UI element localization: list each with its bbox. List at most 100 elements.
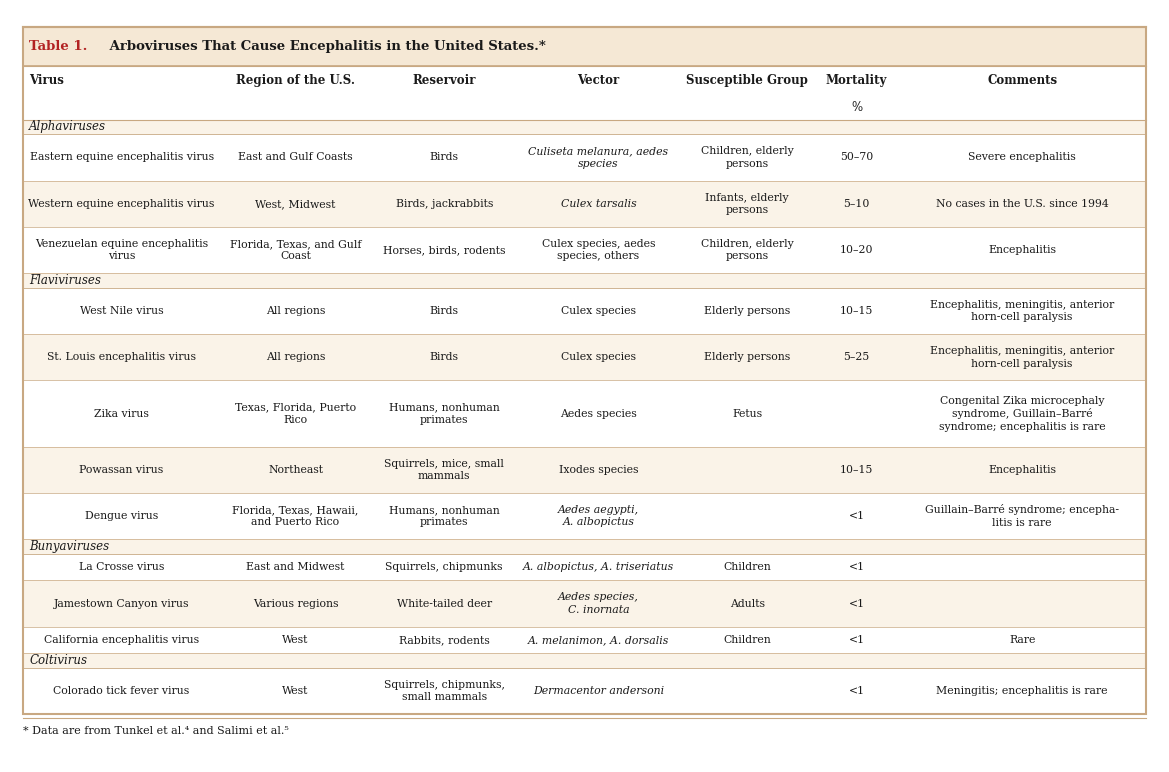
Bar (23, 540, 1146, 554)
Text: Encephalitis, meningitis, anterior
horn-cell paralysis: Encephalitis, meningitis, anterior horn-… (931, 300, 1114, 322)
Text: Squirrels, chipmunks,
small mammals: Squirrels, chipmunks, small mammals (383, 679, 505, 702)
Text: Powassan virus: Powassan virus (79, 465, 164, 475)
Text: Vector: Vector (577, 74, 620, 87)
Text: 10–15: 10–15 (841, 306, 873, 316)
Text: 5–25: 5–25 (844, 352, 870, 362)
Text: Elderly persons: Elderly persons (704, 306, 790, 316)
Bar (23, 493, 1146, 540)
Text: 10–20: 10–20 (839, 245, 873, 255)
Text: Encephalitis: Encephalitis (988, 245, 1056, 255)
Text: Culex tarsalis: Culex tarsalis (561, 198, 636, 208)
Bar (23, 447, 1146, 493)
Text: Culiseta melanura, aedes
species: Culiseta melanura, aedes species (528, 146, 669, 168)
Text: White-tailed deer: White-tailed deer (396, 598, 492, 608)
Bar (23, 381, 1146, 447)
Text: Alphaviruses: Alphaviruses (29, 120, 106, 134)
Text: Birds: Birds (430, 306, 458, 316)
Text: West Nile virus: West Nile virus (79, 306, 164, 316)
Text: Children: Children (724, 635, 772, 645)
Text: A. melanimon, A. dorsalis: A. melanimon, A. dorsalis (528, 635, 669, 645)
Bar (23, 554, 1146, 581)
Text: East and Midwest: East and Midwest (247, 562, 345, 572)
Text: Infants, elderly
persons: Infants, elderly persons (705, 192, 789, 215)
Text: Colorado tick fever virus: Colorado tick fever virus (54, 686, 189, 696)
Text: A. albopictus, A. triseriatus: A. albopictus, A. triseriatus (523, 562, 675, 572)
Text: Bunyaviruses: Bunyaviruses (29, 540, 110, 553)
Text: Humans, nonhuman
primates: Humans, nonhuman primates (389, 505, 499, 527)
Text: 5–10: 5–10 (844, 198, 870, 208)
Text: Severe encephalitis: Severe encephalitis (968, 152, 1075, 162)
Text: Rare: Rare (1009, 635, 1036, 645)
Bar (23, 27, 1146, 66)
Text: Birds: Birds (430, 152, 458, 162)
Text: Table 1.: Table 1. (29, 40, 88, 52)
Text: Fetus: Fetus (732, 408, 762, 418)
Bar (23, 27, 1146, 714)
Text: Aedes aegypti,
A. albopictus: Aedes aegypti, A. albopictus (558, 505, 639, 527)
Text: Various regions: Various regions (253, 598, 338, 608)
Text: Region of the U.S.: Region of the U.S. (236, 74, 355, 87)
Text: * Data are from Tunkel et al.⁴ and Salimi et al.⁵: * Data are from Tunkel et al.⁴ and Salim… (23, 726, 289, 736)
Text: <1: <1 (849, 635, 865, 645)
Text: Birds: Birds (430, 352, 458, 362)
Text: Elderly persons: Elderly persons (704, 352, 790, 362)
Text: California encephalitis virus: California encephalitis virus (44, 635, 199, 645)
Text: All regions: All regions (265, 352, 325, 362)
Text: <1: <1 (849, 562, 865, 572)
Text: Birds, jackrabbits: Birds, jackrabbits (395, 198, 493, 208)
Text: <1: <1 (849, 686, 865, 696)
Text: Culex species: Culex species (561, 352, 636, 362)
Text: Horses, birds, rodents: Horses, birds, rodents (383, 245, 505, 255)
Text: Squirrels, mice, small
mammals: Squirrels, mice, small mammals (385, 459, 504, 481)
Text: Dermacentor andersoni: Dermacentor andersoni (533, 686, 664, 696)
Bar (23, 668, 1146, 714)
Text: Zika virus: Zika virus (95, 408, 148, 418)
Text: Rabbits, rodents: Rabbits, rodents (399, 635, 490, 645)
Text: 50–70: 50–70 (841, 152, 873, 162)
Text: Encephalitis: Encephalitis (988, 465, 1056, 475)
Text: Virus: Virus (29, 74, 64, 87)
Text: Jamestown Canyon virus: Jamestown Canyon virus (54, 598, 189, 608)
Text: Western equine encephalitis virus: Western equine encephalitis virus (28, 198, 215, 208)
Text: Humans, nonhuman
primates: Humans, nonhuman primates (389, 402, 499, 425)
Bar (23, 581, 1146, 627)
Text: East and Gulf Coasts: East and Gulf Coasts (238, 152, 353, 162)
Text: Comments: Comments (987, 74, 1057, 87)
Bar (23, 227, 1146, 273)
Text: Guillain–Barré syndrome; encepha-
litis is rare: Guillain–Barré syndrome; encepha- litis … (925, 504, 1119, 528)
Text: West: West (283, 686, 309, 696)
Text: Eastern equine encephalitis virus: Eastern equine encephalitis virus (29, 152, 214, 162)
Text: Aedes species: Aedes species (560, 408, 637, 418)
Text: Susceptible Group: Susceptible Group (686, 74, 808, 87)
Bar (23, 181, 1146, 227)
Text: Children: Children (724, 562, 772, 572)
Bar (23, 273, 1146, 288)
Bar (23, 66, 1146, 120)
Text: Arboviruses That Cause Encephalitis in the United States.*: Arboviruses That Cause Encephalitis in t… (105, 40, 546, 52)
Text: %: % (851, 101, 863, 114)
Text: <1: <1 (849, 598, 865, 608)
Text: Northeast: Northeast (268, 465, 323, 475)
Bar (23, 288, 1146, 334)
Text: Reservoir: Reservoir (413, 74, 476, 87)
Bar (23, 334, 1146, 381)
Text: Encephalitis, meningitis, anterior
horn-cell paralysis: Encephalitis, meningitis, anterior horn-… (931, 346, 1114, 368)
Text: Flaviviruses: Flaviviruses (29, 274, 101, 287)
Text: Venezuelan equine encephalitis
virus: Venezuelan equine encephalitis virus (35, 239, 208, 261)
Text: 10–15: 10–15 (841, 465, 873, 475)
Text: Ixodes species: Ixodes species (559, 465, 638, 475)
Text: No cases in the U.S. since 1994: No cases in the U.S. since 1994 (936, 198, 1108, 208)
Text: Dengue virus: Dengue virus (85, 511, 158, 521)
Text: West: West (283, 635, 309, 645)
Bar (23, 134, 1146, 181)
Text: All regions: All regions (265, 306, 325, 316)
Text: Culex species: Culex species (561, 306, 636, 316)
Text: Mortality: Mortality (826, 74, 887, 87)
Text: La Crosse virus: La Crosse virus (78, 562, 165, 572)
Text: West, Midwest: West, Midwest (255, 198, 336, 208)
Text: Florida, Texas, and Gulf
Coast: Florida, Texas, and Gulf Coast (230, 239, 361, 261)
Text: Squirrels, chipmunks: Squirrels, chipmunks (386, 562, 503, 572)
Text: Florida, Texas, Hawaii,
and Puerto Rico: Florida, Texas, Hawaii, and Puerto Rico (233, 505, 359, 527)
Text: Children, elderly
persons: Children, elderly persons (701, 146, 794, 168)
Text: Culex species, aedes
species, others: Culex species, aedes species, others (541, 239, 656, 261)
